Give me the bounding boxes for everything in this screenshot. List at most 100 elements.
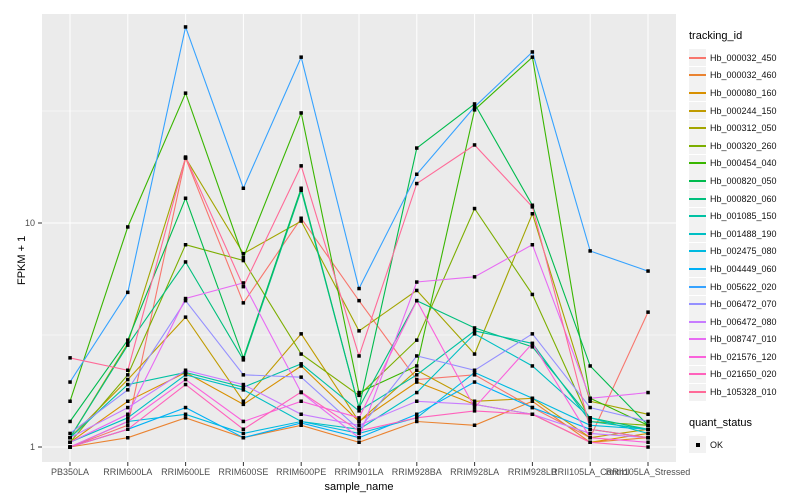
filled-square-point-icon <box>695 442 700 447</box>
data-point <box>126 343 130 347</box>
data-point <box>472 326 477 330</box>
data-point <box>646 436 650 440</box>
data-point <box>530 292 535 297</box>
data-point <box>472 409 477 413</box>
data-point <box>415 298 419 303</box>
data-point <box>183 373 188 377</box>
data-point <box>588 427 592 431</box>
legend-item-Hb_006472_080: Hb_006472_080 <box>689 313 799 331</box>
legend-item-label: Hb_000312_050 <box>710 123 777 134</box>
legend-key-swatch <box>689 66 706 84</box>
data-point <box>357 329 361 333</box>
data-point <box>646 412 650 416</box>
data-point <box>299 421 303 425</box>
data-point <box>588 431 592 436</box>
legend-key-swatch <box>689 348 706 366</box>
legend-item-Hb_000032_460: Hb_000032_460 <box>689 66 799 85</box>
data-point <box>357 354 361 358</box>
legend-item-label: Hb_000032_460 <box>710 70 777 81</box>
data-point <box>530 364 535 368</box>
legend-key-line-icon <box>689 267 706 270</box>
data-point <box>357 440 361 444</box>
data-point <box>126 405 130 410</box>
data-point <box>299 375 303 379</box>
legend-item-Hb_105328_010: Hb_105328_010 <box>689 383 799 401</box>
data-point <box>646 427 650 431</box>
data-point <box>357 436 361 440</box>
legend-key-line-icon <box>689 56 706 59</box>
legend-item-Hb_000820_050: Hb_000820_050 <box>689 172 799 190</box>
data-point <box>588 396 592 400</box>
legend-key-line-icon <box>689 320 706 323</box>
data-point <box>299 164 303 168</box>
data-point <box>357 423 361 427</box>
data-point <box>126 338 130 342</box>
x-axis-title: sample_name <box>324 481 394 493</box>
legend-key-line-icon <box>689 355 706 358</box>
legend-item-Hb_000820_060: Hb_000820_060 <box>689 190 799 208</box>
data-point <box>241 427 246 431</box>
legend-key-swatch <box>689 172 706 190</box>
data-point <box>646 269 650 273</box>
legend-title-quant-status: quant_status <box>689 416 752 429</box>
data-point <box>357 405 361 410</box>
legend-key-swatch <box>689 365 706 383</box>
legend-item-Hb_000080_160: Hb_000080_160 <box>689 84 799 102</box>
data-point <box>126 290 130 295</box>
data-point <box>299 399 303 403</box>
x-tick-label: RRIM928LA <box>450 467 500 477</box>
data-point <box>68 436 72 440</box>
data-point <box>241 436 246 440</box>
data-point <box>68 399 72 403</box>
legend-item-Hb_004449_060: Hb_004449_060 <box>689 260 799 278</box>
legend-key-line-icon <box>689 338 706 341</box>
data-point <box>241 399 246 403</box>
x-tick-label: RRIM600PE <box>276 467 327 477</box>
data-point <box>357 298 361 303</box>
data-point <box>241 251 246 256</box>
data-point <box>415 380 419 384</box>
data-point <box>241 284 246 289</box>
data-point <box>68 356 72 360</box>
data-point <box>299 219 303 223</box>
legend-item-label: Hb_004449_060 <box>710 263 777 274</box>
data-point <box>241 356 246 360</box>
data-point <box>530 345 535 349</box>
y-tick-label: 10 <box>24 217 35 228</box>
legend-key-swatch <box>689 383 706 401</box>
data-point <box>472 275 477 279</box>
data-point <box>299 412 303 416</box>
data-point <box>241 281 246 285</box>
legend-item-Hb_006472_070: Hb_006472_070 <box>689 295 799 313</box>
data-point <box>241 358 246 362</box>
data-point <box>588 423 592 427</box>
data-point <box>472 102 477 106</box>
legend-item-label: Hb_005622_020 <box>710 281 777 292</box>
data-point <box>472 370 477 375</box>
data-point <box>126 382 130 387</box>
data-point <box>588 399 592 403</box>
data-point <box>357 286 361 291</box>
data-point <box>357 429 361 433</box>
data-point <box>530 332 535 336</box>
data-point <box>472 105 477 109</box>
x-tick-label: RRIM600SE <box>218 467 269 477</box>
data-point <box>126 419 130 424</box>
data-point <box>357 409 361 413</box>
legend-item-label: Hb_021650_020 <box>710 369 777 380</box>
data-point <box>126 427 130 431</box>
legend-item-Hb_000454_040: Hb_000454_040 <box>689 154 799 173</box>
data-point <box>472 332 477 336</box>
data-point <box>472 399 477 403</box>
legend-item-label: Hb_006472_070 <box>710 299 777 310</box>
legend-key-line-icon <box>689 109 706 112</box>
data-point <box>183 298 188 303</box>
data-point <box>183 25 188 29</box>
data-point <box>530 412 535 416</box>
legend-item-Hb_021576_120: Hb_021576_120 <box>689 348 799 366</box>
data-point <box>126 373 130 377</box>
data-point <box>472 373 477 377</box>
legend-item-label: Hb_006472_080 <box>710 316 777 327</box>
